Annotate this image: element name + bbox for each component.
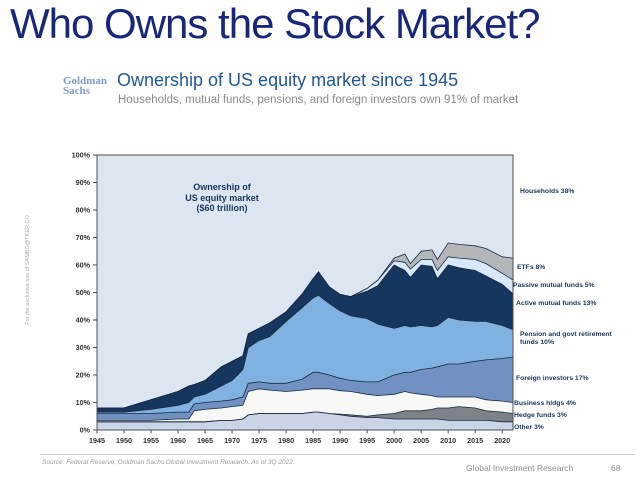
legend-pension-govt-retirement: Pension and govt retirement funds 10%: [520, 331, 612, 346]
x-tick-label: 2000: [386, 436, 402, 445]
boundary-foreign-investors: [97, 356, 514, 414]
x-tick-label: 1950: [116, 436, 132, 445]
logo-line-1: Goldman: [63, 75, 108, 87]
x-tick-label: 1990: [332, 436, 348, 445]
annotation-line-2: US equity market: [185, 192, 259, 203]
y-tick-label: 50%: [76, 288, 91, 297]
area-hedge-funds: [97, 406, 513, 422]
ownership-chart: 0% 10% 20% 30% 40% 50% 60% 70% 80% 90% 100% 1945 195…: [72, 151, 514, 445]
chart-heading: Ownership of US equity market since 1945: [117, 70, 459, 90]
logo-line-2: Sachs: [63, 85, 90, 97]
page-title: Who Owns the Stock Market?: [10, 0, 541, 47]
footer-divider: [40, 454, 635, 455]
x-tick-label: 1945: [89, 436, 105, 445]
area-pension-govt-retirement: [97, 295, 513, 414]
x-tick-label: 1980: [278, 436, 294, 445]
area-active-mutual-funds: [97, 265, 513, 413]
y-tick-label: 60%: [76, 261, 91, 270]
y-tick-label: 100%: [72, 151, 91, 160]
page-number: 68: [611, 463, 621, 473]
area-foreign-investors: [97, 357, 513, 421]
boundary-pension-govt-retirement: [97, 294, 514, 413]
x-tick-label: 2020: [494, 436, 510, 445]
legend-passive-mutual-funds: Passive mutual funds 5%: [513, 282, 595, 289]
x-tick-label: 1955: [143, 436, 159, 445]
y-tick-label: 90%: [76, 178, 91, 187]
x-tick-label: 2005: [413, 436, 429, 445]
y-tick-label: 30%: [76, 343, 91, 352]
x-tick-label: 1995: [359, 436, 375, 445]
area-other: [97, 412, 513, 430]
x-tick-label: 2015: [467, 436, 483, 445]
footer-brand: Global Investment Research: [466, 463, 574, 473]
area-business-holdings: [97, 388, 513, 422]
chart-subheading: Households, mutual funds, pensions, and …: [118, 94, 519, 106]
legend-active-mutual-funds: Active mutual funds 13%: [516, 300, 597, 307]
y-tick-label: 10%: [76, 398, 91, 407]
chart-annotation: Ownership of US equity market ($60 trill…: [150, 182, 294, 214]
x-tick-label: 2010: [440, 436, 456, 445]
y-tick-label: 20%: [76, 371, 91, 380]
legend-other: Other 3%: [514, 424, 544, 431]
x-tick-label: 1985: [305, 436, 321, 445]
x-tick-label: 1970: [224, 436, 240, 445]
legend-hedge-funds: Hedge funds 3%: [514, 412, 567, 419]
legend-etfs: ETFs 8%: [517, 264, 546, 271]
x-tick-label: 1965: [197, 436, 213, 445]
legend-business-holdings: Business hldgs 4%: [514, 400, 576, 407]
exclusive-use-watermark: For the exclusive use of SAMBO@TKER.CO: [25, 215, 31, 325]
area-households: [97, 155, 513, 408]
boundary-business-holdings: [97, 388, 514, 421]
legend-households: Households 38%: [520, 188, 575, 195]
boundary-etfs: [97, 242, 514, 409]
legend-foreign-investors: Foreign investors 17%: [516, 375, 589, 382]
annotation-line-1: Ownership of: [193, 182, 251, 192]
annotation-line-3: ($60 trillion): [196, 203, 248, 213]
x-tick-label: 1975: [251, 436, 267, 445]
x-tick-label: 1960: [170, 436, 186, 445]
source-note: Source: Federal Reserve, Goldman Sachs G…: [42, 459, 295, 466]
boundary-hedge-funds: [97, 406, 514, 423]
y-tick-label: 80%: [76, 206, 91, 215]
y-tick-label: 0%: [80, 426, 91, 435]
goldman-sachs-logo: Goldman Sachs: [63, 75, 108, 97]
y-tick-label: 70%: [76, 233, 91, 242]
y-tick-label: 40%: [76, 316, 91, 325]
